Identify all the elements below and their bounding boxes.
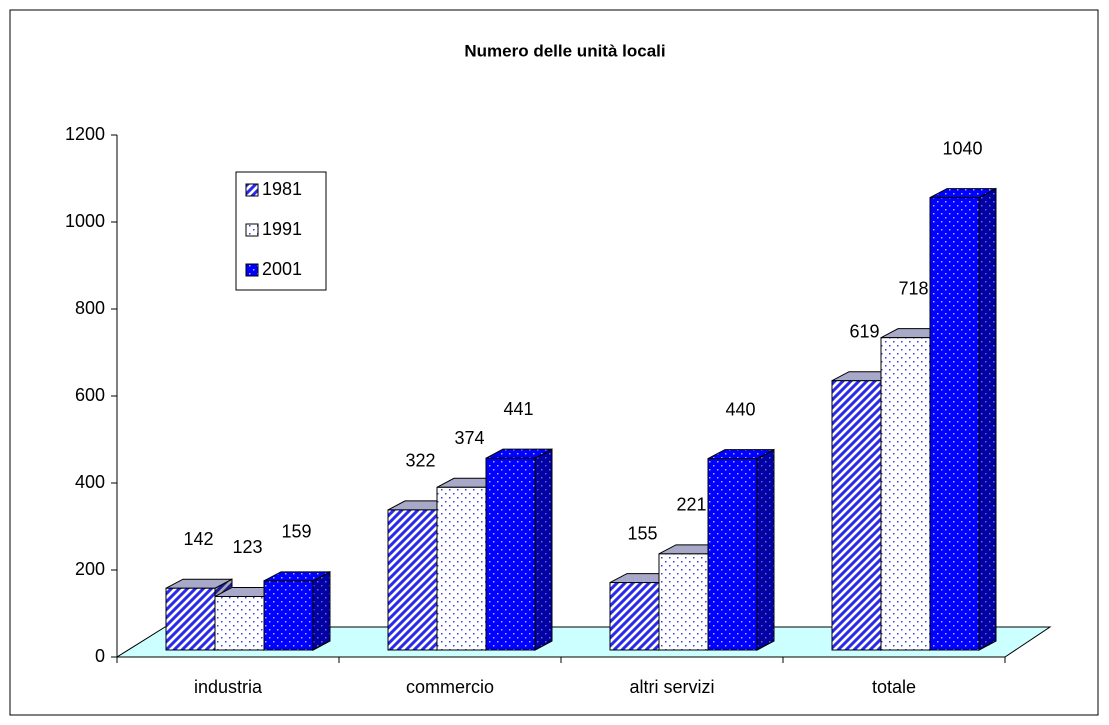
bar: [707, 458, 758, 651]
bar-side-shade: [756, 448, 775, 651]
y-tick-label: 200: [75, 559, 105, 579]
legend-swatch: [245, 223, 259, 237]
data-label: 718: [898, 278, 928, 298]
data-label: 374: [454, 428, 484, 448]
y-tick-label: 400: [75, 472, 105, 492]
data-label: 123: [232, 537, 262, 557]
bar: [880, 337, 931, 651]
bar: [609, 582, 660, 651]
data-label: 221: [676, 495, 706, 515]
legend-label: 1991: [262, 219, 302, 239]
bar: [436, 486, 487, 651]
y-tick-label: 800: [75, 298, 105, 318]
x-tick-label: industria: [194, 677, 263, 697]
legend-label: 2001: [262, 259, 302, 279]
legend-swatch: [245, 183, 259, 197]
x-tick-label: totale: [872, 677, 916, 697]
data-label: 322: [405, 451, 435, 471]
bar: [929, 197, 980, 651]
y-tick-label: 1000: [65, 211, 105, 231]
bar: [831, 380, 882, 651]
data-label: 159: [281, 522, 311, 542]
y-tick-label: 0: [95, 646, 105, 666]
bar-side-shade: [312, 571, 331, 651]
data-label: 1040: [942, 138, 982, 158]
bar: [165, 587, 216, 651]
data-label: 441: [503, 399, 533, 419]
legend-swatch: [245, 263, 259, 277]
bar-side-shade: [978, 187, 997, 651]
data-label: 142: [183, 529, 213, 549]
data-label: 440: [725, 399, 755, 419]
data-label: 619: [849, 321, 879, 341]
data-label: 155: [627, 523, 657, 543]
bar: [658, 553, 709, 651]
y-tick-label: 600: [75, 385, 105, 405]
legend-label: 1981: [262, 179, 302, 199]
x-tick-label: commercio: [406, 677, 494, 697]
bar-side-shade: [534, 448, 553, 651]
chart-title: Numero delle unità locali: [464, 41, 665, 60]
bar: [263, 580, 314, 651]
bar: [214, 595, 265, 651]
x-tick-label: altri servizi: [629, 677, 714, 697]
bar: [485, 457, 536, 651]
y-tick-label: 1200: [65, 124, 105, 144]
bar: [387, 509, 438, 651]
